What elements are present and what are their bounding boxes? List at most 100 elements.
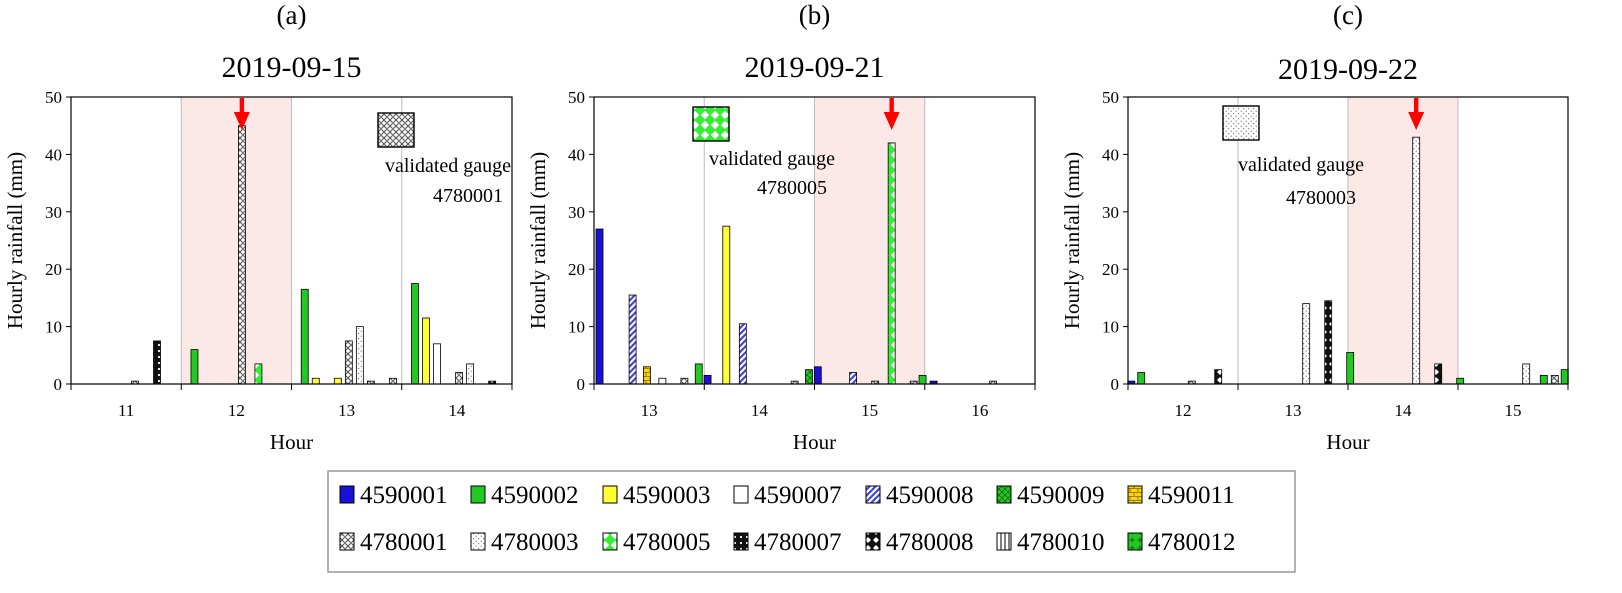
chart-panel-3: 0 10 20 30 40 50 12 13 14 15 Hour Hourly rainfall (… [1060,0,1569,454]
y-tick-label: 0 [577,375,586,394]
bar-4590003 [333,377,342,385]
bar-4780001 [389,377,397,385]
legend-swatch [602,485,618,504]
legend-label: 4780007 [754,529,842,556]
legend-label: 4780003 [491,529,579,556]
y-tick-label: 20 [45,260,62,279]
legend-item-4590003: 4590003 [602,482,711,509]
x-axis-label: Hour [793,430,836,454]
panel-label: (c) [1333,0,1363,30]
chart-title: 2019-09-22 [1278,53,1418,86]
bar-4590003 [422,317,430,385]
y-tick-label: 0 [54,375,63,394]
legend-swatch [865,532,881,551]
y-tick-label: 10 [45,318,62,337]
validated-gauge-label: validated gauge [385,155,511,177]
legend-label: 4590011 [1148,482,1235,509]
chart-title: 2019-09-15 [222,51,362,84]
y-axis-label: Hourly rainfall (mm) [1060,152,1084,329]
chart-panel-1: 0 10 20 30 40 50 11 12 13 14 Hour Hourly rainfall (… [3,0,513,454]
validated-gauge-swatch [1222,105,1260,141]
x-tick-label: 11 [118,401,134,420]
legend-swatch [1127,532,1143,551]
bar-4780008 [1324,300,1333,385]
panel-label: (b) [799,0,830,30]
bar-4590008 [738,323,747,385]
legend-label: 4780005 [623,529,711,556]
legend-item-4780005: 4780005 [602,529,711,556]
legend-item-4780010: 4780010 [996,529,1105,556]
legend-swatch [865,485,881,504]
legend-swatch [339,485,355,504]
y-tick-label: 30 [568,203,585,222]
peak-arrow-icon [233,98,250,130]
y-tick-label: 50 [45,88,62,107]
bar-4780008 [1214,369,1223,385]
x-tick-label: 15 [1505,401,1522,420]
y-axis-label: Hourly rainfall (mm) [526,152,550,329]
legend-swatch [1127,485,1143,504]
legend-item-4590011: 4590011 [1127,482,1235,509]
legend-item-4590009: 4590009 [996,482,1105,509]
bar-4780001 [237,125,246,385]
bar-4590002 [918,374,927,385]
peak-arrow-icon [883,98,900,130]
validated-gauge-label: validated gauge [1238,154,1364,176]
bar-4780001 [455,372,463,385]
highlight-band [814,97,925,384]
bar-4590002 [1137,372,1146,385]
validated-gauge-id: 4780005 [757,177,827,199]
x-tick-label: 14 [751,401,769,420]
bar-4780007 [153,340,161,385]
legend-label: 4590009 [1017,482,1105,509]
legend: 4590001 4590002 4590003 4590007 4590008 45900… [327,470,1296,573]
bar-4590009 [805,369,813,385]
bar-4590002 [1539,374,1548,385]
y-tick-label: 0 [1111,375,1120,394]
validated-gauge-id: 4780003 [1286,187,1356,209]
x-axis-label: Hour [270,430,313,454]
bar-4590002 [411,283,419,385]
validated-gauge-id: 4780001 [433,185,503,207]
bar-4780003 [355,326,364,385]
legend-swatch [602,532,618,551]
bar-4590008 [849,372,857,385]
chart-panel-2: 0 10 20 30 40 50 13 14 15 16 Hour Hourly rainfall (… [526,0,1036,454]
legend-swatch [470,485,486,504]
legend-item-4780007: 4780007 [733,529,842,556]
legend-label: 4590002 [491,482,579,509]
y-axis-label: Hourly rainfall (mm) [3,152,27,329]
y-tick-label: 10 [1102,318,1119,337]
bar-4590001 [813,366,822,385]
bar-4780003 [466,363,475,385]
bar-4590002 [694,363,703,385]
x-tick-label: 12 [228,401,245,420]
bar-4780005 [254,363,263,385]
legend-label: 4590003 [623,482,711,509]
peak-arrow-icon [1408,98,1425,130]
legend-item-4780001: 4780001 [339,529,448,556]
validated-gauge-swatch [377,112,415,148]
bar-4780005 [887,142,896,385]
legend-item-4780008: 4780008 [865,529,974,556]
bar-4780003 [1302,303,1311,385]
bar-4780001 [344,340,353,385]
y-tick-label: 30 [1102,203,1119,222]
legend-item-4590007: 4590007 [733,482,842,509]
panel-label: (a) [277,0,307,30]
y-tick-label: 20 [568,260,585,279]
y-tick-label: 50 [1102,88,1119,107]
x-tick-label: 13 [338,401,355,420]
y-tick-label: 30 [45,203,62,222]
x-tick-label: 13 [641,401,658,420]
legend-swatch [996,532,1012,551]
x-tick-label: 12 [1175,401,1192,420]
bar-4780003 [1522,363,1531,385]
bar-4590002 [300,288,309,385]
bar-4590002 [190,349,199,385]
legend-swatch [733,485,749,504]
legend-swatch [470,532,486,551]
y-tick-label: 40 [1102,145,1119,164]
x-tick-label: 14 [1395,401,1413,420]
bar-4590002 [1560,369,1569,385]
